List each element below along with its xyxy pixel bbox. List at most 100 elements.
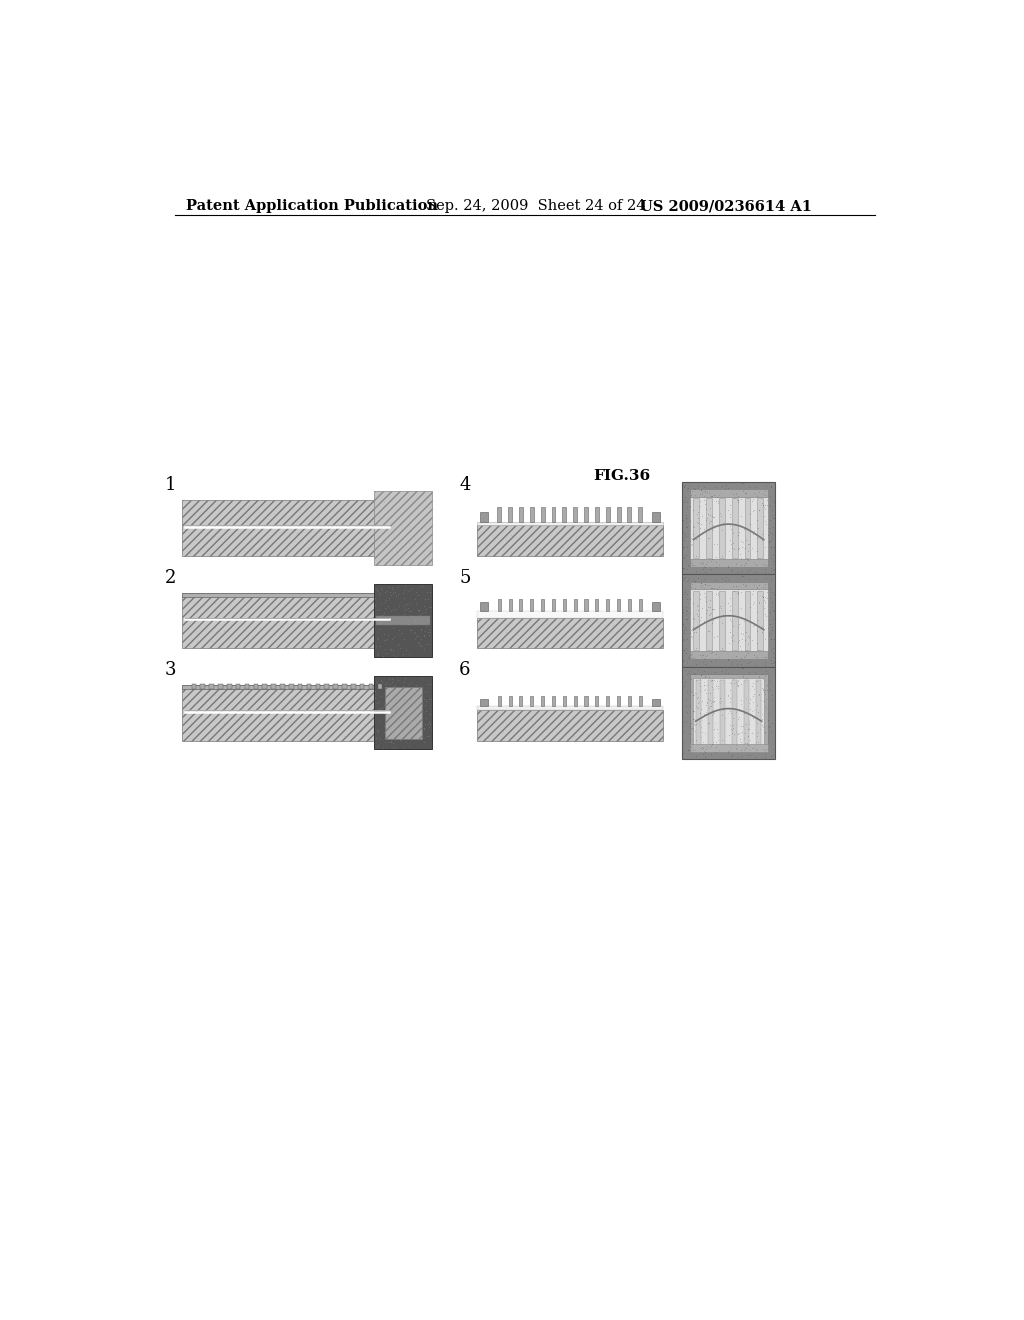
Point: [689, 696, 706, 717]
Point: [698, 574, 715, 595]
Point: [687, 484, 703, 506]
Point: [417, 713, 433, 734]
Point: [687, 721, 703, 742]
Bar: [606, 599, 609, 611]
Point: [765, 601, 781, 622]
Point: [710, 734, 726, 755]
Point: [411, 725, 427, 746]
Point: [732, 544, 749, 565]
Point: [371, 628, 387, 649]
Point: [348, 688, 365, 709]
Point: [675, 742, 691, 763]
Bar: [616, 507, 621, 523]
Point: [473, 610, 489, 631]
Point: [709, 626, 725, 647]
Point: [264, 595, 281, 616]
Point: [738, 552, 755, 573]
Point: [697, 701, 714, 722]
Point: [278, 539, 294, 560]
Point: [623, 521, 639, 543]
Point: [700, 528, 717, 549]
Point: [679, 664, 695, 685]
Point: [394, 676, 411, 697]
Point: [408, 532, 424, 553]
Point: [388, 702, 404, 723]
Point: [400, 516, 417, 537]
Point: [600, 727, 616, 748]
Point: [684, 573, 700, 594]
Point: [725, 523, 741, 544]
Point: [702, 486, 719, 507]
Point: [746, 477, 763, 498]
Point: [675, 614, 691, 635]
Point: [714, 638, 730, 659]
Point: [282, 619, 298, 640]
Point: [677, 643, 693, 664]
Text: 5: 5: [459, 569, 471, 586]
Point: [675, 510, 691, 531]
Point: [709, 731, 725, 752]
Point: [679, 516, 695, 537]
Point: [757, 536, 773, 557]
Point: [408, 675, 424, 696]
Point: [713, 688, 729, 709]
Point: [383, 639, 399, 660]
Point: [322, 594, 338, 615]
Point: [764, 504, 780, 525]
Point: [751, 499, 767, 520]
Point: [701, 590, 718, 611]
Point: [761, 623, 777, 644]
Point: [689, 698, 706, 719]
Point: [741, 739, 758, 760]
Point: [681, 648, 697, 669]
Point: [744, 692, 761, 713]
Point: [745, 737, 762, 758]
Point: [750, 694, 766, 715]
Point: [706, 577, 722, 598]
Point: [761, 531, 777, 552]
Point: [764, 550, 780, 572]
Point: [679, 628, 695, 649]
Point: [418, 701, 434, 722]
Point: [698, 645, 715, 667]
Point: [733, 536, 750, 557]
Bar: [498, 599, 501, 611]
Point: [378, 682, 394, 704]
Point: [724, 715, 740, 737]
Point: [684, 739, 700, 760]
Point: [698, 482, 715, 503]
Point: [676, 711, 692, 733]
Point: [763, 721, 779, 742]
Point: [757, 680, 773, 701]
Point: [184, 510, 201, 531]
Point: [759, 495, 775, 516]
Point: [376, 610, 392, 631]
Point: [763, 536, 779, 557]
Point: [689, 595, 706, 616]
Point: [750, 517, 766, 539]
Point: [696, 742, 713, 763]
Point: [755, 645, 771, 667]
Point: [278, 631, 294, 652]
Point: [375, 645, 391, 667]
Point: [763, 649, 779, 671]
Point: [693, 698, 710, 719]
Point: [414, 668, 430, 689]
Point: [684, 550, 700, 572]
Point: [385, 733, 401, 754]
Point: [764, 643, 780, 664]
Point: [372, 729, 388, 750]
Point: [407, 721, 423, 742]
Point: [729, 490, 745, 511]
Point: [385, 640, 401, 661]
Point: [695, 661, 712, 682]
Point: [728, 645, 744, 667]
Point: [766, 536, 782, 557]
Point: [764, 619, 780, 640]
Point: [691, 676, 708, 697]
Point: [378, 735, 394, 756]
Point: [756, 681, 772, 702]
Point: [701, 689, 718, 710]
Point: [376, 624, 392, 645]
Point: [720, 556, 736, 577]
